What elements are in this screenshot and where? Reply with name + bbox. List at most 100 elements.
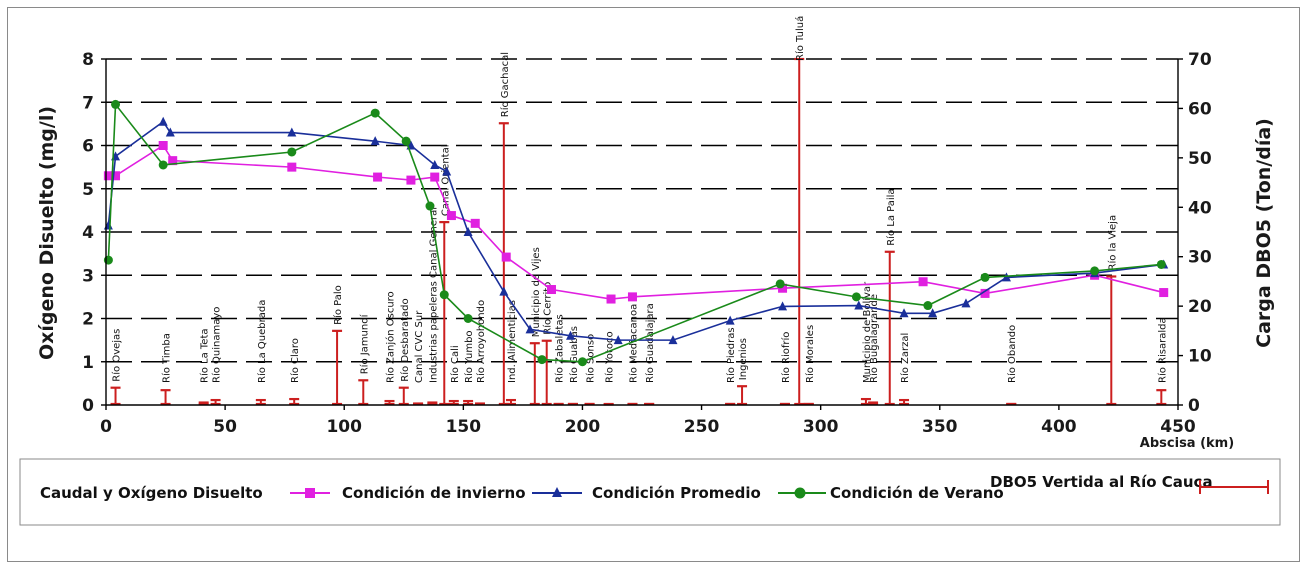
dbo-source-label: Río Zanjón Oscuro — [384, 291, 396, 383]
dbo-source-label: Río Timba — [161, 333, 173, 383]
data-point — [980, 272, 990, 282]
legend-dbo-label: DBO5 Vertida al Río Cauca — [990, 473, 1213, 491]
data-point — [606, 294, 616, 304]
data-point — [370, 136, 380, 146]
dbo-source-label: Río Obando — [1006, 325, 1018, 383]
y2-tick-label: 30 — [1188, 248, 1212, 268]
y-tick-label: 1 — [82, 353, 94, 373]
data-point — [546, 285, 556, 295]
data-point — [501, 252, 511, 262]
dbo-source-label: Río Desbaratado — [399, 298, 411, 381]
y2-tick-label: 10 — [1188, 347, 1212, 367]
dbo-source-label: Río la Vieja — [1106, 215, 1118, 271]
data-point — [401, 136, 411, 146]
y-axis-label: Oxígeno Disuelto (mg/l) — [36, 106, 58, 360]
x-tick-label: 450 — [1160, 417, 1196, 437]
data-point — [851, 292, 861, 302]
x-tick-label: 250 — [684, 417, 720, 437]
dbo-source-label: Río La Paila — [885, 188, 897, 245]
dbo-source-label: Río Risaralda — [1156, 317, 1168, 383]
data-point — [463, 227, 473, 236]
legend-summer-label: Condición de Verano — [830, 484, 1004, 502]
x-tick-label: 200 — [565, 417, 601, 437]
data-point — [854, 300, 864, 310]
data-point — [425, 201, 435, 211]
grid-lines — [106, 58, 1178, 363]
dbo-source-label: Canal Oriental — [440, 144, 451, 216]
y-tick-label: 2 — [82, 310, 94, 330]
dbo-source-label: Río Ovejas — [111, 329, 123, 382]
dbo-source-label: Río Jamundí — [358, 313, 370, 374]
y-tick-label: 3 — [82, 266, 94, 286]
data-point — [406, 175, 416, 185]
x-tick-label: 0 — [100, 417, 112, 437]
legend-average-marker — [552, 487, 562, 497]
dbo-source-label: Industrias papeleras Canal General — [428, 207, 439, 383]
dbo-source-label: Río Morales — [804, 325, 816, 383]
data-point — [168, 156, 178, 166]
data-point — [918, 277, 928, 287]
data-point — [577, 357, 587, 367]
data-point — [287, 162, 297, 172]
x-tick-label: 150 — [446, 417, 482, 437]
dbo-source-label: Río Piedras — [725, 327, 737, 383]
dbo-source-label: Río Zarzal — [899, 333, 911, 383]
x-tick-label: 350 — [922, 417, 958, 437]
dbo-source-label: Río La Quebrada — [256, 300, 268, 383]
data-point — [158, 160, 168, 170]
data-point — [430, 159, 440, 169]
dbo-source-label: Río Zabaletas — [554, 314, 566, 383]
dbo-source-label: Río Palo — [332, 285, 344, 325]
y-tick-label: 0 — [82, 396, 94, 416]
data-point — [725, 315, 735, 325]
dbo-source-label: Río Mediacanoa — [627, 304, 639, 383]
y2-tick-label: 20 — [1188, 297, 1212, 317]
y-tick-label: 6 — [82, 137, 94, 157]
y2-tick-label: 50 — [1188, 149, 1212, 169]
data-point — [899, 308, 909, 318]
y2-tick-label: 70 — [1188, 50, 1212, 70]
data-point — [442, 166, 452, 176]
dbo-source-label: Río Yotoco — [604, 331, 616, 383]
data-point — [103, 220, 113, 230]
data-point — [373, 172, 383, 182]
data-point — [537, 355, 547, 365]
y-tick-label: 5 — [82, 180, 94, 200]
y2-tick-label: 0 — [1188, 396, 1200, 416]
dbo-source-label: Río Tuluá — [794, 16, 806, 61]
dbo-discharge-layer: Río Ovejas Río Timba Río La Teta Río Quinam… — [110, 16, 1168, 406]
data-point — [775, 279, 785, 289]
y-tick-label: 4 — [82, 223, 94, 243]
legend-title: Caudal y Oxígeno Disuelto — [40, 484, 263, 502]
data-point — [287, 127, 297, 137]
data-point — [778, 283, 788, 293]
data-point — [165, 127, 175, 137]
data-point — [370, 108, 380, 118]
data-point — [778, 301, 788, 311]
data-point — [928, 308, 938, 318]
x-tick-label: 400 — [1041, 417, 1077, 437]
dbo-source-label: Río Yumbo — [463, 330, 475, 383]
x-axis-label: Abscisa (km) — [1140, 436, 1234, 451]
data-point — [111, 171, 121, 181]
legend: Caudal y Oxígeno Disuelto Condición de i… — [19, 458, 1281, 526]
data-point — [1156, 259, 1166, 269]
y-tick-label: 7 — [82, 93, 94, 113]
dbo-source-label: Río Gachacal — [499, 52, 511, 117]
x-tick-label: 50 — [213, 417, 237, 437]
dbo-source-label: Río Quinamayo — [211, 307, 223, 383]
data-point — [470, 218, 480, 228]
data-point — [430, 172, 440, 182]
data-point — [287, 147, 297, 157]
legend-box — [19, 458, 1281, 526]
data-point — [499, 286, 509, 296]
data-point — [923, 301, 933, 311]
data-point — [103, 255, 113, 265]
data-point — [111, 99, 121, 109]
legend-winter-label: Condición de invierno — [342, 484, 526, 502]
data-point — [158, 116, 168, 126]
dbo-source-label: Canal CVC Sur — [414, 310, 425, 383]
series-line — [107, 120, 1164, 341]
data-point — [566, 330, 576, 340]
dbo-source-label: Río Bugalagrande — [868, 294, 880, 383]
